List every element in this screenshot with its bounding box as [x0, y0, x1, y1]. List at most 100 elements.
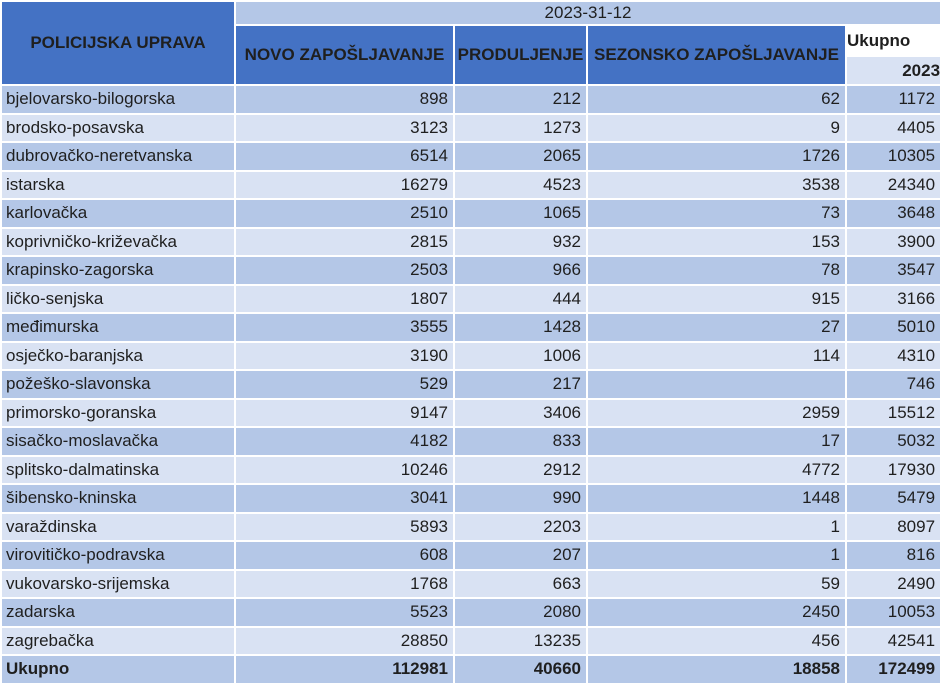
- ukupno-cell: 17930: [844, 454, 940, 485]
- total-row: Ukupno 112981 40660 18858 172499: [0, 654, 940, 685]
- produljenje-cell: 40660: [453, 654, 588, 685]
- produljenje-cell: 1273: [453, 112, 588, 143]
- ukupno-cell: 5010: [844, 312, 940, 343]
- ukupno-cell: 746: [844, 369, 940, 400]
- produljenje-cell: 207: [453, 540, 588, 571]
- table-row: šibensko-kninska 3041 990 1448 5479: [0, 483, 940, 514]
- ukupno-cell: 3900: [844, 226, 940, 257]
- county-cell: krapinsko-zagorska: [0, 255, 236, 286]
- produljenje-cell: 212: [453, 84, 588, 115]
- sezonsko-cell: 3538: [586, 169, 847, 200]
- novo-cell: 608: [234, 540, 455, 571]
- table-row: ličko-senjska 1807 444 915 3166: [0, 283, 940, 314]
- novo-cell: 3041: [234, 483, 455, 514]
- produljenje-cell: 13235: [453, 625, 588, 656]
- ukupno-cell: 3648: [844, 198, 940, 229]
- table-row: virovitičko-podravska 608 207 1 816: [0, 540, 940, 571]
- sezonsko-cell: 2959: [586, 397, 847, 428]
- county-cell: međimurska: [0, 312, 236, 343]
- sezonsko-cell: 73: [586, 198, 847, 229]
- produljenje-cell: 2065: [453, 141, 588, 172]
- sezonsko-cell: 17: [586, 426, 847, 457]
- produljenje-cell: 2203: [453, 511, 588, 542]
- ukupno-cell: 10305: [844, 141, 940, 172]
- col-header-year-2023: 2023: [844, 55, 940, 86]
- produljenje-cell: 4523: [453, 169, 588, 200]
- novo-cell: 2815: [234, 226, 455, 257]
- ukupno-cell: 10053: [844, 597, 940, 628]
- novo-cell: 2510: [234, 198, 455, 229]
- produljenje-cell: 2912: [453, 454, 588, 485]
- sezonsko-cell: 9: [586, 112, 847, 143]
- produljenje-cell: 444: [453, 283, 588, 314]
- produljenje-cell: 1428: [453, 312, 588, 343]
- novo-cell: 1768: [234, 568, 455, 599]
- column-header-row: NOVO ZAPOŠLJAVANJE PRODULJENJE SEZONSKO …: [1, 24, 940, 86]
- ukupno-cell: 24340: [844, 169, 940, 200]
- county-cell: varaždinska: [0, 511, 236, 542]
- ukupno-cell: 3547: [844, 255, 940, 286]
- sezonsko-cell: 153: [586, 226, 847, 257]
- county-cell: šibensko-kninska: [0, 483, 236, 514]
- produljenje-cell: 932: [453, 226, 588, 257]
- county-cell: primorsko-goranska: [0, 397, 236, 428]
- county-cell: osječko-baranjska: [0, 340, 236, 371]
- table-row: krapinsko-zagorska 2503 966 78 3547: [0, 255, 940, 286]
- ukupno-cell: 15512: [844, 397, 940, 428]
- county-cell: zadarska: [0, 597, 236, 628]
- sezonsko-cell: 27: [586, 312, 847, 343]
- sezonsko-cell: 915: [586, 283, 847, 314]
- table-row: osječko-baranjska 3190 1006 114 4310: [0, 340, 940, 371]
- table-row: bjelovarsko-bilogorska 898 212 62 1172: [0, 84, 940, 115]
- table-row: zadarska 5523 2080 2450 10053: [0, 597, 940, 628]
- ukupno-cell: 4405: [844, 112, 940, 143]
- date-band-header: 2023-31-12: [233, 0, 940, 26]
- table-row: požeško-slavonska 529 217 746: [0, 369, 940, 400]
- col-header-produljenje: PRODULJENJE: [453, 24, 588, 86]
- ukupno-cell: 172499: [844, 654, 940, 685]
- date-band-row: POLICIJSKA UPRAVA 2023-31-12: [0, 0, 940, 86]
- county-cell: virovitičko-podravska: [0, 540, 236, 571]
- table-row: sisačko-moslavačka 4182 833 17 5032: [0, 426, 940, 457]
- novo-cell: 16279: [234, 169, 455, 200]
- table-row: koprivničko-križevačka 2815 932 153 3900: [0, 226, 940, 257]
- novo-cell: 3123: [234, 112, 455, 143]
- table-row: dubrovačko-neretvanska 6514 2065 1726 10305: [0, 141, 940, 172]
- sezonsko-cell: 62: [586, 84, 847, 115]
- sezonsko-cell: 114: [586, 340, 847, 371]
- sezonsko-cell: 4772: [586, 454, 847, 485]
- county-cell: Ukupno: [0, 654, 236, 685]
- col-header-novo-zaposljavanje: NOVO ZAPOŠLJAVANJE: [234, 24, 455, 86]
- sezonsko-cell: 456: [586, 625, 847, 656]
- novo-cell: 28850: [234, 625, 455, 656]
- corner-header-policijska-uprava: POLICIJSKA UPRAVA: [0, 0, 236, 86]
- sezonsko-cell: 1448: [586, 483, 847, 514]
- year-header-row: 2023: [1, 55, 940, 86]
- county-cell: požeško-slavonska: [0, 369, 236, 400]
- ukupno-cell: 816: [844, 540, 940, 571]
- county-cell: vukovarsko-srijemska: [0, 568, 236, 599]
- sezonsko-cell: 2450: [586, 597, 847, 628]
- sezonsko-cell: [586, 369, 847, 400]
- novo-cell: 529: [234, 369, 455, 400]
- county-cell: istarska: [0, 169, 236, 200]
- table-row: splitsko-dalmatinska 10246 2912 4772 17930: [0, 454, 940, 485]
- produljenje-cell: 1065: [453, 198, 588, 229]
- novo-cell: 5523: [234, 597, 455, 628]
- sezonsko-cell: 18858: [586, 654, 847, 685]
- novo-cell: 2503: [234, 255, 455, 286]
- ukupno-cell: 3166: [844, 283, 940, 314]
- novo-cell: 5893: [234, 511, 455, 542]
- table-row: primorsko-goranska 9147 3406 2959 15512: [0, 397, 940, 428]
- sezonsko-cell: 59: [586, 568, 847, 599]
- table-row: brodsko-posavska 3123 1273 9 4405: [0, 112, 940, 143]
- county-cell: splitsko-dalmatinska: [0, 454, 236, 485]
- ukupno-cell: 1172: [844, 84, 940, 115]
- produljenje-cell: 3406: [453, 397, 588, 428]
- novo-cell: 6514: [234, 141, 455, 172]
- novo-cell: 1807: [234, 283, 455, 314]
- produljenje-cell: 1006: [453, 340, 588, 371]
- novo-cell: 3555: [234, 312, 455, 343]
- produljenje-cell: 2080: [453, 597, 588, 628]
